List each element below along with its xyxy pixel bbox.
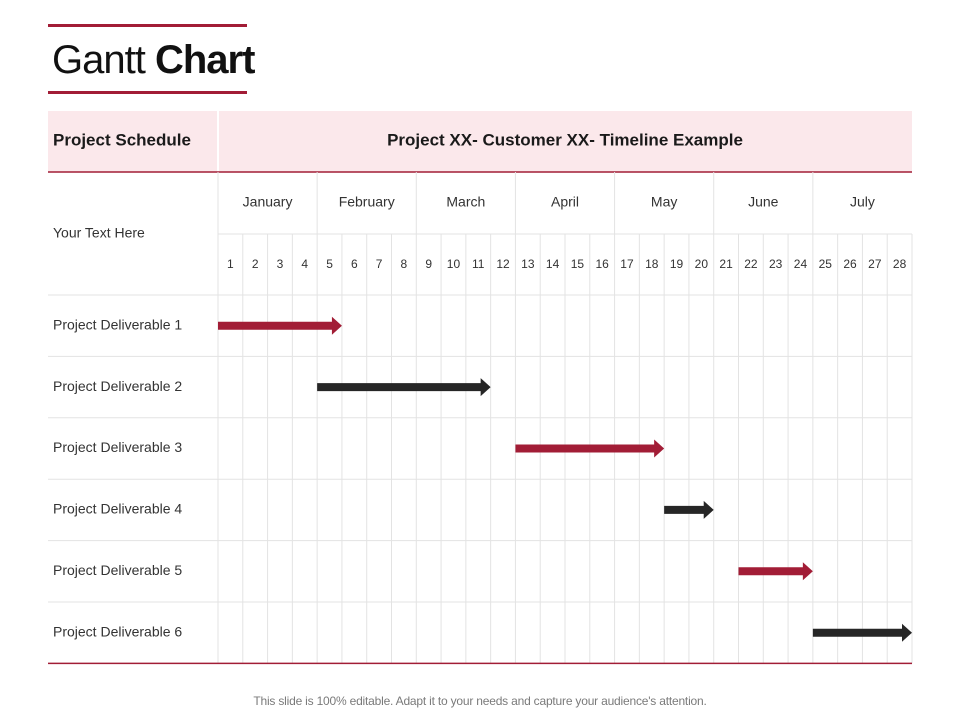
period-label: 18 bbox=[645, 257, 659, 271]
period-label: 27 bbox=[868, 257, 882, 271]
page-title-regular: Gantt bbox=[52, 38, 146, 82]
task-bar-arrow bbox=[812, 623, 912, 642]
period-label: 5 bbox=[326, 257, 333, 271]
month-label: January bbox=[243, 194, 293, 210]
period-label: 26 bbox=[843, 257, 857, 271]
period-label: 17 bbox=[620, 257, 634, 271]
period-label: 9 bbox=[425, 257, 432, 271]
task-label: Project Deliverable 6 bbox=[53, 623, 182, 639]
task-bar-arrow bbox=[738, 562, 813, 581]
task-label: Project Deliverable 1 bbox=[53, 316, 182, 332]
period-label: 28 bbox=[893, 257, 907, 271]
period-label: 2 bbox=[252, 257, 259, 271]
month-label: February bbox=[339, 194, 395, 210]
task-bar-arrow bbox=[664, 500, 714, 519]
period-label: 23 bbox=[769, 257, 783, 271]
period-label: 7 bbox=[376, 257, 383, 271]
task-bar-arrow bbox=[515, 439, 665, 458]
period-label: 1 bbox=[227, 257, 234, 271]
period-label: 19 bbox=[670, 257, 684, 271]
period-label: 13 bbox=[521, 257, 535, 271]
header-right-label: Project XX- Customer XX- Timeline Exampl… bbox=[387, 130, 743, 149]
header-band bbox=[48, 111, 912, 172]
period-label: 20 bbox=[695, 257, 709, 271]
period-label: 25 bbox=[819, 257, 833, 271]
task-label: Project Deliverable 2 bbox=[53, 378, 182, 394]
month-label: June bbox=[748, 194, 779, 210]
task-bar-arrow bbox=[218, 316, 342, 335]
period-label: 3 bbox=[277, 257, 284, 271]
task-label: Project Deliverable 5 bbox=[53, 562, 182, 578]
month-label: July bbox=[850, 194, 875, 210]
task-bar-arrow bbox=[317, 378, 491, 397]
period-label: 21 bbox=[719, 257, 733, 271]
month-label: May bbox=[651, 194, 677, 210]
page-title: Gantt Chart bbox=[52, 37, 255, 83]
period-label: 8 bbox=[401, 257, 408, 271]
footer-note: This slide is 100% editable. Adapt it to… bbox=[253, 694, 707, 708]
period-label: 22 bbox=[744, 257, 758, 271]
period-label: 4 bbox=[301, 257, 308, 271]
period-label: 11 bbox=[472, 257, 485, 271]
month-label: April bbox=[551, 194, 579, 210]
period-label: 16 bbox=[595, 257, 609, 271]
task-label: Project Deliverable 4 bbox=[53, 501, 182, 517]
header-left-label: Project Schedule bbox=[53, 130, 191, 149]
period-label: 24 bbox=[794, 257, 808, 271]
period-label: 12 bbox=[496, 257, 510, 271]
period-label: 10 bbox=[447, 257, 461, 271]
period-label: 15 bbox=[571, 257, 585, 271]
title-block: Gantt Chart bbox=[48, 24, 255, 94]
page-title-bold: Chart bbox=[154, 38, 255, 82]
month-label: March bbox=[446, 194, 485, 210]
task-label: Project Deliverable 3 bbox=[53, 439, 182, 455]
row-label-header: Your Text Here bbox=[53, 225, 145, 241]
period-label: 6 bbox=[351, 257, 358, 271]
period-label: 14 bbox=[546, 257, 560, 271]
